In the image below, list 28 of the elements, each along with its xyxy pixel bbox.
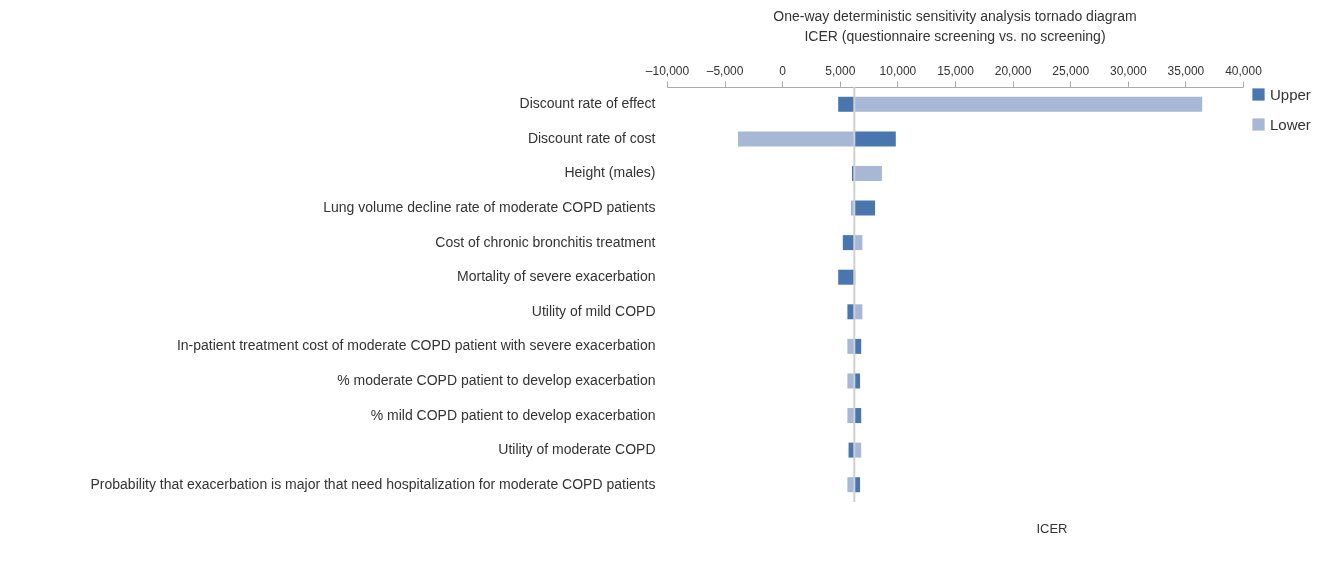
x-axis-title: ICER [1036, 520, 1068, 536]
chart-subtitle: ICER (questionnaire screening vs. no screening) [804, 28, 1106, 44]
y-tick-label: Discount rate of cost [527, 129, 656, 146]
y-tick-label: In-patient treatment cost of moderate COPD patient with severe exacerbation [176, 337, 656, 354]
x-tick-label: 15,000 [937, 63, 975, 78]
legend-label: Upper [1270, 85, 1311, 103]
y-tick-label: % mild COPD patient to develop exacerbation [370, 406, 656, 423]
x-tick-label: 10,000 [879, 63, 917, 78]
x-tick-label: 20,000 [994, 63, 1032, 78]
chart-title: One-way deterministic sensitivity analysis tornado diagram [773, 8, 1137, 24]
x-tick-label: 5,000 [825, 63, 856, 78]
legend-label: Lower [1270, 115, 1311, 133]
x-tick-label: –10,000 [645, 63, 690, 78]
x-tick-label: 0 [779, 63, 787, 78]
y-tick-label: Cost of chronic bronchitis treatment [435, 233, 656, 250]
y-tick-label: Probability that exacerbation is major that need hospitalization for moderate COPD patients [90, 475, 656, 492]
y-tick-label: Mortality of severe exacerbation [457, 268, 656, 285]
x-tick-label: 35,000 [1167, 63, 1205, 78]
y-tick-label: % moderate COPD patient to develop exacerbation [337, 371, 656, 388]
y-tick-label: Utility of mild COPD [531, 302, 656, 319]
x-tick-label: 25,000 [1052, 63, 1090, 78]
y-tick-label: Discount rate of effect [519, 95, 656, 112]
x-tick-label: 40,000 [1225, 63, 1263, 78]
y-tick-label: Utility of moderate COPD [498, 441, 656, 458]
x-tick-label: 30,000 [1109, 63, 1147, 78]
y-tick-label: Lung volume decline rate of moderate COPD patients [323, 199, 656, 216]
x-tick-label: –5,000 [706, 63, 744, 78]
y-tick-label: Height (males) [564, 164, 656, 181]
